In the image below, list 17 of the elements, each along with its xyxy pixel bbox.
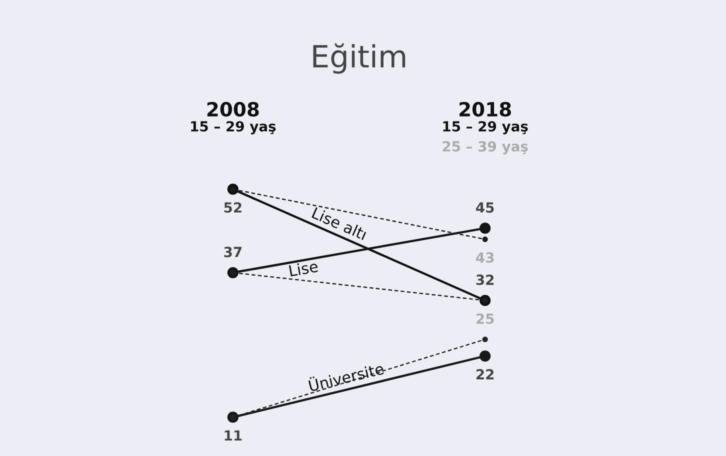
text: Üniversite [308,360,384,392]
data-label: 45 [476,202,494,213]
text: 15 – 29 yaş [443,121,528,134]
data-label: 52 [224,202,242,213]
text: 25 – 39 yaş [442,141,528,154]
chart-title: Eğitim [313,43,406,74]
data-label: 32 [476,274,494,286]
data-label: 37 [224,246,242,258]
x-tick-label: 2018 [460,102,511,117]
text: 15 – 29 yaş [191,121,276,134]
data-label: 43 [476,252,494,263]
text: Lise altı [312,206,368,240]
data-label: 22 [476,369,494,380]
data-label: 25 [476,313,494,324]
data-label: 11 [224,430,242,441]
text: Lise [288,260,318,277]
x-tick-label: 2008 [207,102,259,117]
